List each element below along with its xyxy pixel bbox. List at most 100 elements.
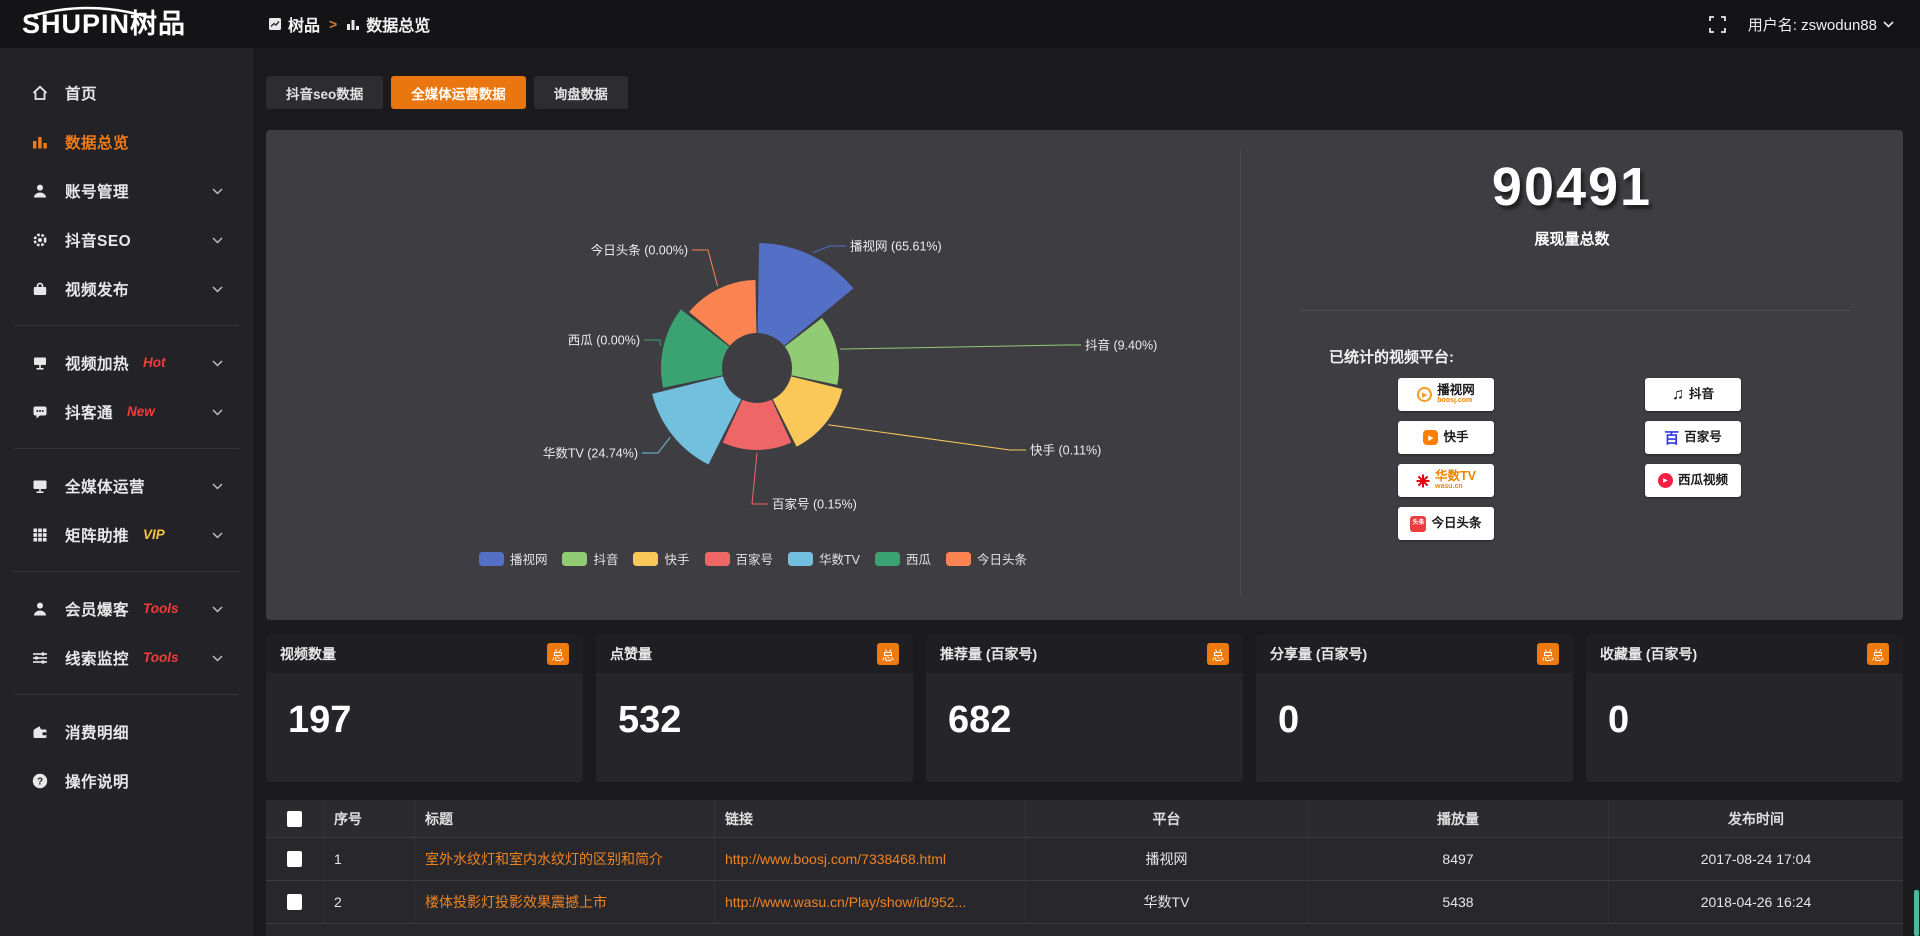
sidebar-item-douyin-seo[interactable]: 抖音SEO: [0, 215, 253, 264]
stat-card-recommends: 推荐量 (百家号) 总 682: [926, 635, 1243, 782]
col-link: 链接: [714, 800, 1025, 837]
chevron-down-icon: [212, 231, 223, 249]
fullscreen-icon[interactable]: [1708, 15, 1726, 33]
sidebar-item-omni-media[interactable]: 全媒体运营: [0, 461, 253, 510]
sidebar-item-label: 消费明细: [65, 724, 130, 742]
chevron-down-icon: [212, 280, 223, 298]
sidebar-item-home[interactable]: 首页: [0, 68, 253, 117]
sidebar-item-label: 矩阵助推: [65, 527, 130, 545]
stat-card-video-count: 视频数量 总 197: [266, 635, 583, 782]
sidebar-item-help[interactable]: ? 操作说明: [0, 756, 253, 805]
tab-douyin-seo-data[interactable]: 抖音seo数据: [266, 76, 384, 109]
brand-logo[interactable]: SHUPIN 树品: [22, 4, 186, 44]
platform-badge-xigua: ▶ 西瓜视频: [1645, 464, 1741, 497]
pie-slice-1[interactable]: [784, 318, 839, 385]
sidebar-item-lead-monitor[interactable]: 线索监控 Tools: [0, 633, 253, 682]
legend-chip: [946, 551, 972, 566]
row-checkbox[interactable]: [287, 851, 302, 867]
pie-label-line: [644, 339, 661, 347]
sidebar-item-data-overview[interactable]: 数据总览: [0, 117, 253, 166]
tab-omni-media-data[interactable]: 全媒体运营数据: [391, 76, 526, 109]
legend-label: 播视网: [509, 553, 548, 567]
user-icon: [30, 181, 49, 200]
header-right: 用户名: zswodun88: [1708, 0, 1894, 48]
sidebar-item-label: 抖客通: [65, 404, 114, 422]
stat-card-value: 532: [618, 699, 682, 741]
legend-label: 今日头条: [977, 553, 1028, 567]
pie-label-line: [692, 249, 718, 287]
legend-label: 华数TV: [819, 553, 860, 567]
video-url-link[interactable]: http://www.boosj.com/7338468.html: [725, 851, 947, 867]
pie-label-line: [828, 424, 1026, 451]
pie-slice-3[interactable]: [722, 399, 792, 451]
bar-chart-icon: [30, 132, 49, 151]
video-title-link[interactable]: 室外水纹灯和室内水纹灯的区别和简介: [425, 851, 663, 867]
vip-badge: VIP: [143, 527, 165, 542]
scrollbar-thumb[interactable]: [1914, 890, 1919, 936]
pie-slice-2[interactable]: [772, 376, 843, 447]
legend-item-2[interactable]: 快手: [633, 549, 690, 568]
stat-card-value: 197: [288, 699, 352, 741]
sidebar-item-video-heat[interactable]: 视频加热 Hot: [0, 338, 253, 387]
pie-slice-0[interactable]: [757, 243, 854, 346]
sidebar-nav: 首页 数据总览 账号管理 抖音SEO 视频发布: [0, 48, 253, 936]
legend-chip: [633, 551, 659, 566]
platform-name: 快手: [1443, 430, 1469, 444]
sidebar-item-label: 抖音SEO: [65, 232, 132, 250]
platform-badge-baijiahao: 百 百家号: [1645, 421, 1741, 454]
sidebar-item-account-mgmt[interactable]: 账号管理: [0, 166, 253, 215]
legend-item-5[interactable]: 西瓜: [875, 549, 931, 568]
col-plays: 播放量: [1307, 800, 1608, 837]
breadcrumb-current[interactable]: 数据总览: [346, 12, 430, 36]
cell-time: 2018-04-26 16:24: [1608, 881, 1903, 923]
pie-slice-6[interactable]: [689, 280, 757, 346]
wasu-star-icon: [1416, 474, 1430, 488]
video-title-link[interactable]: 楼体投影灯投影效果震撼上市: [425, 894, 607, 910]
pie-label: 播视网 (65.61%): [850, 239, 942, 254]
cell-plays: 8497: [1307, 838, 1608, 880]
legend-item-6[interactable]: 今日头条: [946, 549, 1027, 568]
sidebar-item-doketong[interactable]: 抖客通 New: [0, 387, 253, 436]
stat-card-shares: 分享量 (百家号) 总 0: [1256, 635, 1573, 782]
stat-card-title: 分享量 (百家号): [1270, 646, 1368, 662]
total-badge: 总: [547, 643, 569, 665]
sidebar-item-spend-detail[interactable]: 消费明细: [0, 707, 253, 756]
sidebar-item-label: 视频加热: [65, 355, 130, 373]
sidebar-item-matrix-boost[interactable]: 矩阵助推 VIP: [0, 510, 253, 559]
row-checkbox[interactable]: [287, 894, 302, 910]
select-all-checkbox[interactable]: [287, 810, 302, 827]
cell-platform: 播视网: [1025, 838, 1307, 880]
main-content: 抖音seo数据 全媒体运营数据 询盘数据 播视网 (65.61%) 抖音 (9.4…: [253, 48, 1920, 936]
legend-item-1[interactable]: 抖音: [562, 549, 618, 568]
legend-item-4[interactable]: 华数TV: [788, 549, 860, 568]
chart-legend: 播视网 抖音 快手 百家号 华数TV 西瓜 今日头条: [266, 549, 1240, 568]
col-time: 发布时间: [1608, 800, 1903, 837]
pie-label-line: [839, 344, 1081, 350]
user-menu[interactable]: 用户名: zswodun88: [1748, 14, 1894, 35]
tab-inquiry-data[interactable]: 询盘数据: [533, 76, 628, 109]
sidebar-item-video-publish[interactable]: 视频发布: [0, 264, 253, 313]
tools-badge: Tools: [143, 650, 179, 665]
rose-pie-chart[interactable]: 播视网 (65.61%) 抖音 (9.40%) 快手 (0.11%) 百家号 (0.1…: [266, 130, 1240, 620]
legend-label: 快手: [664, 553, 690, 567]
breadcrumb-root[interactable]: 树品: [268, 12, 320, 36]
legend-item-3[interactable]: 百家号: [704, 549, 773, 568]
sidebar-divider: [14, 448, 239, 449]
cell-no: 2: [323, 881, 414, 923]
legend-chip: [478, 551, 504, 566]
pie-label: 今日头条 (0.00%): [591, 243, 688, 258]
pie-slice-4[interactable]: [652, 376, 742, 465]
legend-item-0[interactable]: 播视网: [478, 549, 548, 568]
sidebar-item-member-booster[interactable]: 会员爆客 Tools: [0, 584, 253, 633]
breadcrumb-separator: >: [329, 16, 338, 32]
sidebar-item-label: 数据总览: [65, 134, 130, 152]
pie-slice-5[interactable]: [661, 309, 730, 388]
total-badge: 总: [877, 643, 899, 665]
video-url-link[interactable]: http://www.wasu.cn/Play/show/id/952...: [725, 894, 967, 910]
chevron-down-icon: [212, 354, 223, 372]
sidebar-item-label: 账号管理: [65, 183, 130, 201]
table-row-partial: [266, 924, 1903, 936]
col-platform: 平台: [1025, 800, 1307, 837]
tools-badge: Tools: [143, 601, 179, 616]
platform-sub: wasu.cn: [1435, 483, 1463, 490]
